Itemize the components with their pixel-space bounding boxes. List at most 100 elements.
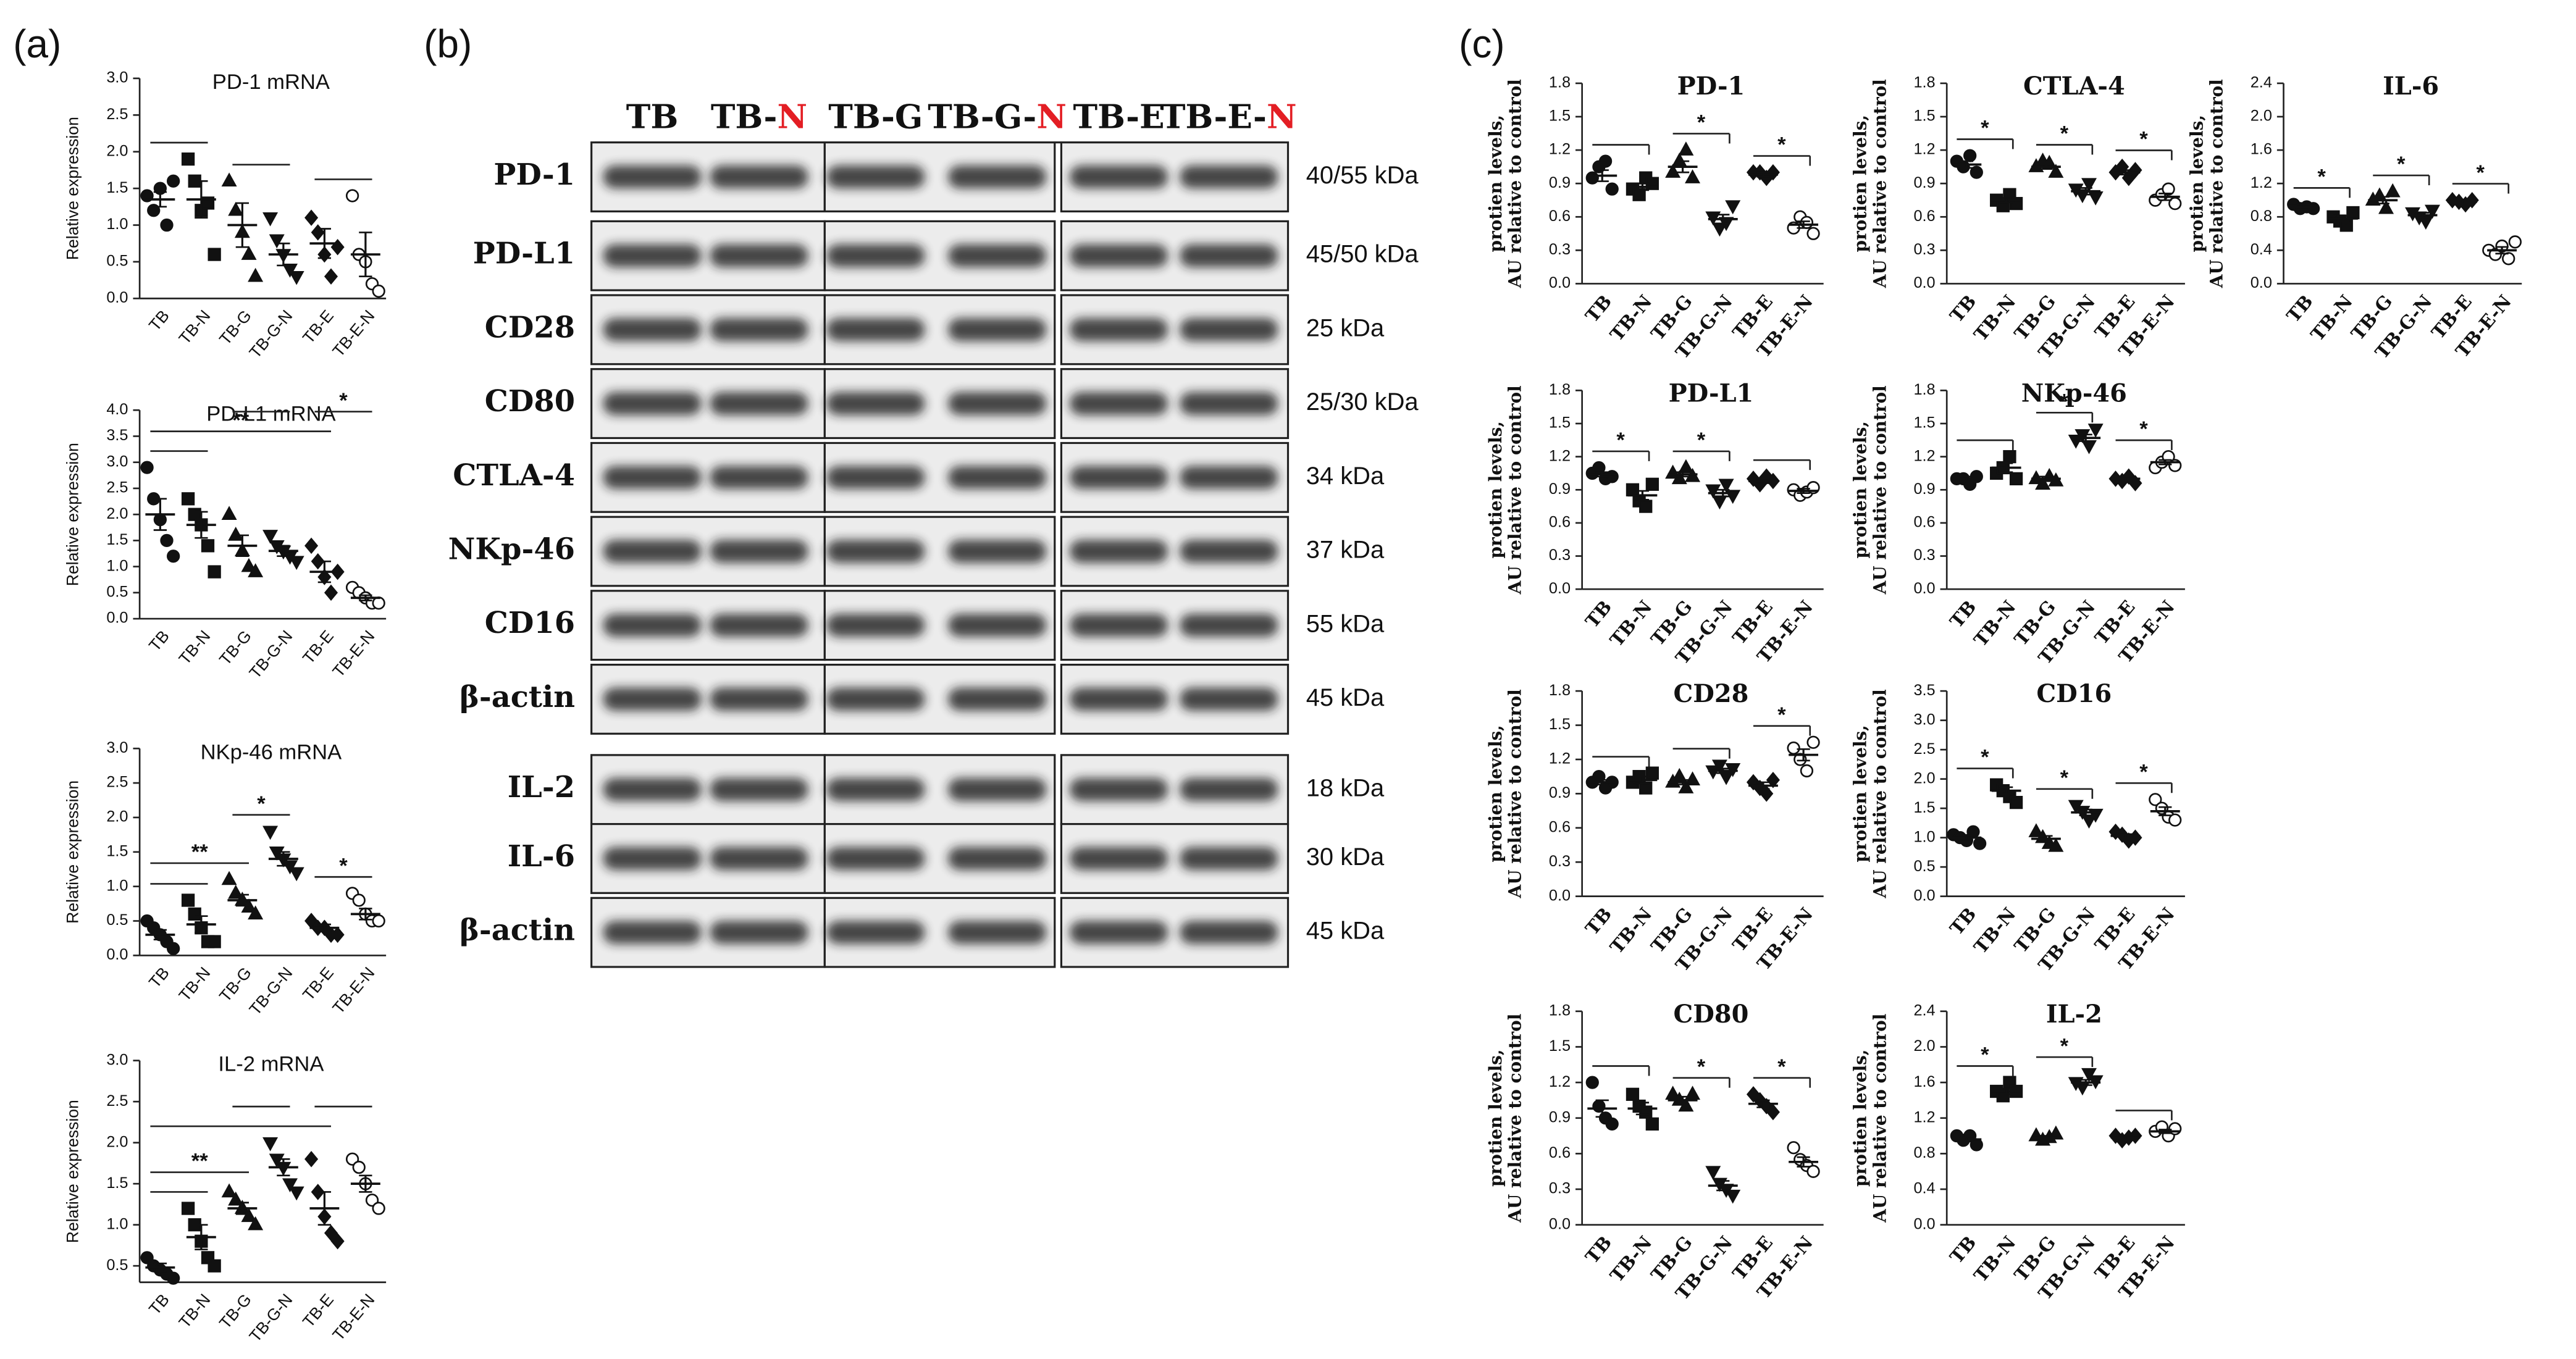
band	[947, 614, 1047, 637]
band	[1069, 614, 1168, 637]
point	[1665, 164, 1681, 178]
band	[947, 540, 1047, 563]
y-tick-label: 2.0	[106, 505, 128, 522]
band	[603, 165, 702, 189]
y-tick-label: 0.0	[1913, 1215, 1935, 1232]
point	[2009, 795, 2023, 809]
band	[947, 847, 1047, 871]
y-tick-label: 0.9	[1549, 174, 1571, 191]
lane-label-text: TB	[626, 97, 679, 136]
y-axis-label: AU relative to control	[2207, 79, 2227, 288]
y-tick-label: 1.0	[106, 877, 128, 894]
significance: *	[339, 854, 348, 877]
lane-label: TB-G	[828, 97, 923, 136]
point	[181, 1202, 195, 1215]
point	[269, 234, 285, 249]
point	[1806, 1165, 1820, 1178]
band	[826, 466, 925, 489]
y-tick-label: 1.8	[1913, 381, 1935, 398]
y-tick-label: 0.3	[1549, 853, 1571, 870]
protein-label: β-actin	[459, 913, 575, 948]
lane-label: TB	[626, 97, 679, 136]
point	[2418, 215, 2434, 230]
y-tick-label: 0.6	[1913, 207, 1935, 225]
point	[166, 942, 180, 955]
y-tick-label: 2.0	[106, 142, 128, 159]
y-tick-label: 1.6	[2251, 141, 2272, 158]
significance: *	[257, 792, 266, 816]
significance: *	[1697, 429, 1706, 452]
point	[1671, 470, 1687, 485]
point	[241, 246, 257, 260]
band	[826, 540, 925, 563]
y-tick-label: 0.0	[1549, 274, 1571, 291]
band	[1179, 847, 1278, 871]
y-tick-label: 0.0	[106, 609, 128, 627]
band	[826, 391, 925, 416]
point	[269, 1153, 285, 1168]
band	[603, 391, 702, 416]
point	[208, 565, 221, 579]
band	[1179, 244, 1278, 267]
y-tick-label: 0.6	[1549, 818, 1571, 835]
point	[1645, 477, 1659, 491]
y-tick-label: 1.2	[1549, 1073, 1571, 1090]
significance: *	[2317, 165, 2326, 189]
point	[1718, 479, 1734, 493]
point	[2081, 178, 2097, 193]
y-axis-label: AU relative to control	[1505, 1014, 1525, 1223]
band	[826, 921, 925, 944]
significance: *	[2397, 153, 2406, 176]
band	[826, 244, 925, 267]
band	[947, 921, 1047, 944]
y-tick-label: 1.2	[1549, 750, 1571, 767]
y-tick-label: 0.9	[1913, 480, 1935, 498]
y-tick-label: 3.0	[1913, 711, 1935, 728]
band	[947, 778, 1047, 801]
y-axis-label: protien levels,	[1485, 115, 1506, 253]
chart-title: PD-1	[1677, 72, 1745, 101]
point	[181, 152, 195, 166]
point	[288, 556, 304, 571]
point	[304, 209, 319, 226]
point	[1766, 164, 1780, 181]
band	[1069, 466, 1168, 489]
band	[603, 466, 702, 489]
point	[288, 1186, 304, 1201]
point	[372, 914, 385, 928]
y-tick-label: 2.0	[1913, 769, 1935, 787]
point	[2162, 182, 2175, 196]
point	[2035, 475, 2051, 490]
lane-label-mark: N	[777, 97, 807, 136]
point	[352, 1160, 366, 1174]
point	[1585, 1076, 1599, 1089]
point	[1639, 500, 1653, 513]
y-tick-label: 1.8	[1549, 381, 1571, 398]
panel-label: (c)	[1459, 22, 1504, 66]
y-tick-label: 1.5	[106, 842, 128, 859]
y-tick-label: 0.6	[1549, 207, 1571, 225]
lane-label: TB-N	[711, 97, 807, 136]
significance: *	[2060, 122, 2069, 146]
band	[710, 614, 808, 637]
point	[262, 212, 279, 227]
y-tick-label: 1.5	[106, 179, 128, 196]
y-tick-label: 2.5	[106, 106, 128, 123]
y-tick-label: 3.5	[1913, 682, 1935, 699]
point	[324, 1224, 338, 1242]
y-tick-label: 2.4	[2251, 74, 2272, 91]
point	[1970, 165, 1983, 179]
band	[826, 165, 925, 189]
point	[1766, 1103, 1780, 1121]
significance: *	[2060, 766, 2069, 790]
y-axis-label: protien levels,	[1850, 421, 1870, 559]
point	[181, 492, 195, 506]
chart-title: CD80	[1674, 1000, 1749, 1029]
point	[1760, 785, 1774, 802]
y-tick-label: 1.2	[1913, 141, 1935, 158]
point	[248, 563, 264, 577]
y-tick-label: 0.5	[106, 911, 128, 929]
y-axis-label: AU relative to control	[1505, 385, 1525, 595]
point	[1678, 1097, 1694, 1112]
point	[1626, 1087, 1640, 1101]
